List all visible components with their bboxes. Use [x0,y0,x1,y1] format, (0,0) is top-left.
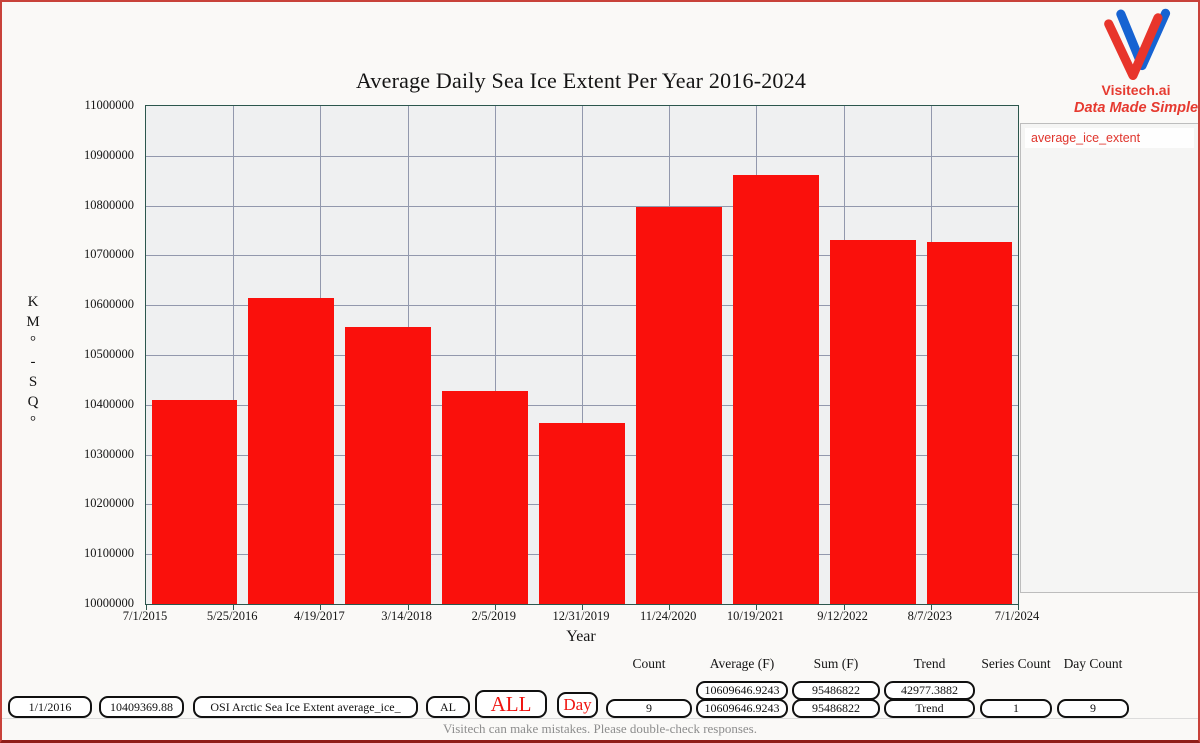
y-axis-label-char: ° [30,334,36,350]
y-tick-label: 10700000 [84,247,134,262]
date-field[interactable]: 1/1/2016 [8,696,92,718]
stat-average-field-2[interactable]: 10609646.9243 [696,699,788,718]
logo-brand-text: Visitech.ai [1101,82,1171,98]
header-sum: Sum (F) [813,656,859,671]
x-axis-label: Year [566,628,596,645]
y-tick-label: 10500000 [84,347,134,361]
day-button[interactable]: Day [557,692,598,718]
legend-item-average-ice-extent[interactable]: average_ice_extent [1025,128,1194,148]
header-count: Count [632,656,666,671]
trend-selector[interactable]: Trend [884,699,975,718]
x-tickmark [407,605,409,610]
gridline-v [233,106,235,604]
dataset-field[interactable]: OSI Arctic Sea Ice Extent average_ice_ [193,696,418,718]
x-tick-label: 3/14/2018 [381,609,432,623]
logo: Visitech.ai Data Made Simple [1074,8,1198,116]
y-tick-label: 11000000 [84,98,134,112]
y-tick-label: 10200000 [84,496,134,511]
bar-2019[interactable] [442,390,529,604]
x-tickmark [843,605,845,610]
x-tick-label: 11/24/2020 [639,609,697,623]
x-tickmark [1018,605,1019,610]
bar-2017[interactable] [248,298,335,604]
x-tickmark [320,605,322,610]
stat-series-count-field[interactable]: 1 [980,699,1052,718]
x-tick-label: 12/31/2019 [552,609,610,623]
y-tick-label: 10900000 [84,147,134,162]
x-tick-label: 10/19/2021 [726,609,784,623]
x-tick-label: 2/5/2019 [471,609,517,623]
y-tick-label: 10000000 [84,596,134,610]
bar-2021[interactable] [635,206,722,604]
y-axis-label: K M ° - S Q ° [20,292,46,432]
chart-title: Average Daily Sea Ice Extent Per Year 20… [355,68,807,93]
x-tickmark [582,605,583,610]
header-trend: Trend [913,656,946,671]
y-axis-label-char: Q [27,394,39,410]
stat-count-field[interactable]: 9 [606,699,692,718]
gridline-v [494,106,496,604]
stat-average-field[interactable]: 10609646.9243 [696,681,788,700]
x-tick-label: 8/7/2023 [907,609,953,623]
x-tickmark [146,605,147,610]
bar-2020[interactable] [539,422,625,604]
y-axis-label-char: M [26,314,40,330]
y-tick-label: 10100000 [84,546,134,561]
bar-2022[interactable] [732,175,819,604]
x-tick-label: 7/1/2024 [994,609,1040,623]
all-button[interactable]: ALL [475,690,547,718]
stat-day-count-field[interactable]: 9 [1057,699,1129,718]
y-axis-label-char: - [30,354,36,370]
y-axis-label-char: ° [30,414,36,430]
logo-tagline-text: Data Made Simple [1074,100,1199,116]
y-tick-label: 10600000 [84,297,134,312]
x-tick-label: 7/1/2015 [122,609,168,623]
x-tickmark [756,605,758,610]
gridline-v [582,106,583,604]
y-tick-label: 10300000 [84,446,134,461]
extent-value-field[interactable]: 10409369.88 [99,696,184,718]
stat-sum-field-2[interactable]: 95486822 [792,699,880,718]
bar-2018[interactable] [345,327,432,604]
stat-trend-field[interactable]: 42977.3882 [884,681,975,700]
y-axis-label-char: K [27,294,39,310]
plot-area [145,105,1019,610]
x-tick-label: 4/19/2017 [294,609,345,623]
y-tick-label: 10400000 [84,396,134,411]
x-tick-label: 5/25/2016 [206,609,258,623]
x-tick-label: 9/12/2022 [817,609,868,623]
disclaimer-text: Visitech can make mistakes. Please doubl… [2,718,1198,740]
x-tickmark [930,605,932,610]
bar-2023[interactable] [829,240,916,604]
y-tick-label: 10800000 [84,197,134,212]
header-day-count: Day Count [1063,656,1123,671]
bar-2024[interactable] [926,242,1013,604]
y-axis-label-char: S [28,374,38,390]
stat-sum-field[interactable]: 95486822 [792,681,880,700]
header-average: Average (F) [709,656,775,671]
region-field[interactable]: AL [426,696,470,718]
x-tickmark [494,605,496,610]
x-tickmark [233,605,235,610]
x-tickmark [669,605,671,610]
bar-2016[interactable] [151,400,238,604]
visitech-v-icon [1104,8,1171,80]
legend-box: average_ice_extent [1020,123,1198,593]
header-series-count: Series Count [981,656,1051,671]
